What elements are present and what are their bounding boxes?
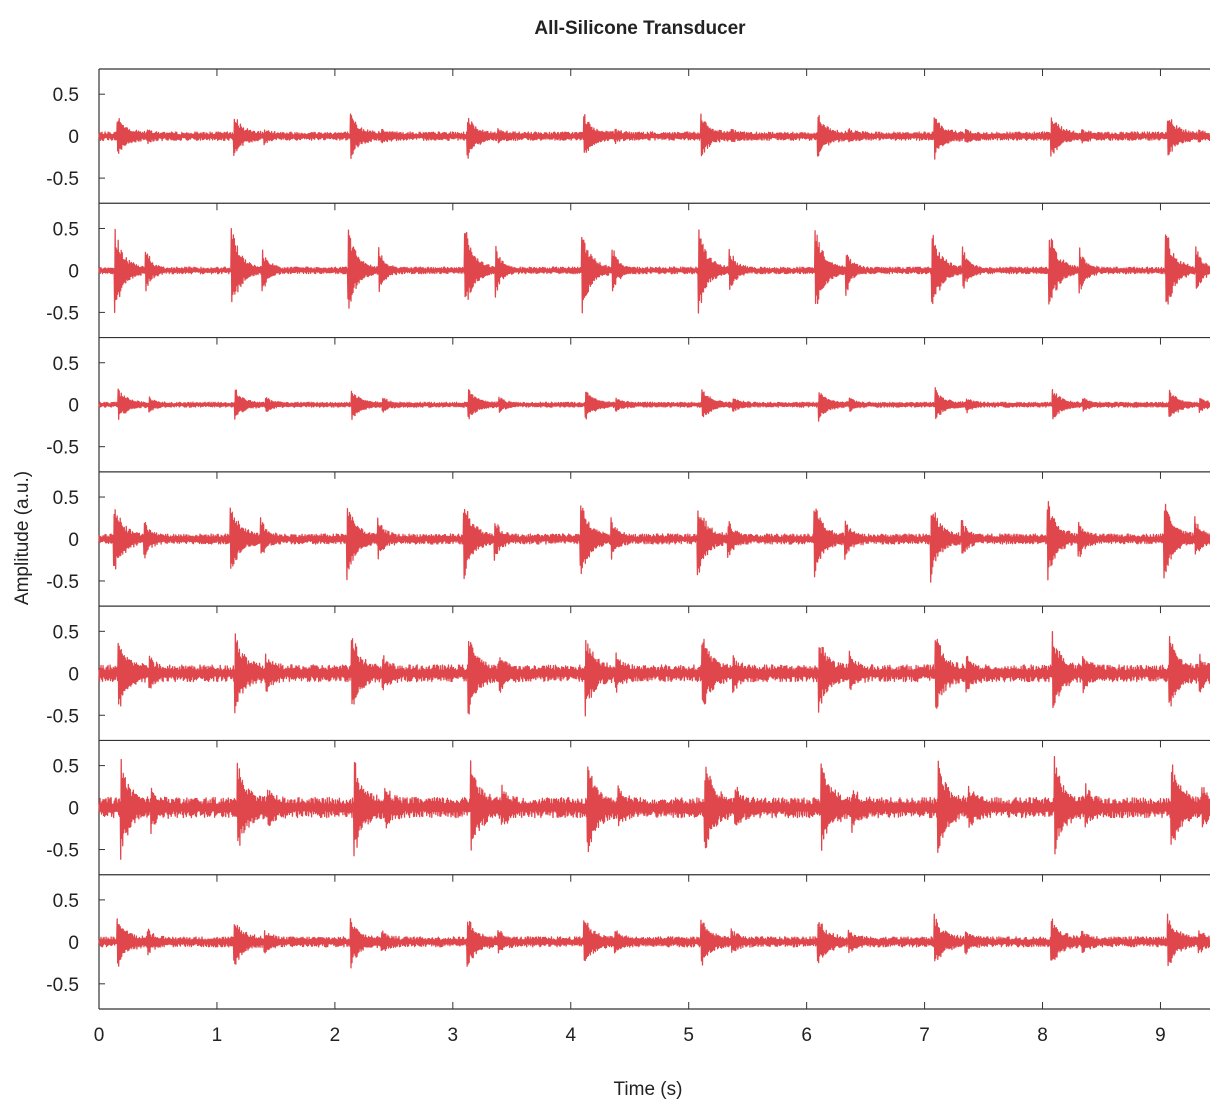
y-tick-label: 0 [68,933,79,954]
y-tick-label: 0 [68,799,79,820]
y-tick-label: -0.5 [46,841,79,862]
x-tick-label: 0 [94,1025,105,1046]
y-tick-label: -0.5 [46,572,79,593]
x-tick-label: 1 [212,1025,223,1046]
series-line [98,387,1210,422]
x-tick-label: 3 [448,1025,459,1046]
x-tick-label: 5 [683,1025,694,1046]
y-tick-label: 0.5 [53,891,79,912]
y-tick-label: 0.5 [53,488,79,509]
y-tick-label: 0 [68,530,79,551]
series-line [98,755,1210,860]
panel-2: 0.5 0 -0.5 [46,202,1210,338]
y-tick-label: 0.5 [53,354,79,375]
y-tick-label: 0 [68,127,79,148]
y-tick-label: -0.5 [46,975,79,996]
y-tick-label: 0.5 [53,219,79,240]
y-tick-label: 0 [68,261,79,282]
x-tick-label: 6 [801,1025,812,1046]
x-tick-label: 8 [1037,1025,1048,1046]
y-axis-label: Amplitude (a.u.) [12,471,33,605]
panel-4: 0.5 0 -0.5 [46,471,1210,607]
x-tick-label: 2 [330,1025,341,1046]
series-line [98,630,1210,717]
panel-7: 0.5 0 -0.5 [46,874,1210,1010]
chart-title: All-Silicone Transducer [534,18,746,39]
series-line [98,228,1210,314]
x-tick-label: 4 [565,1025,576,1046]
y-tick-label: 0.5 [53,622,79,643]
y-tick-label: 0.5 [53,85,79,106]
panel-5: 0.5 0 -0.5 [46,605,1210,741]
x-axis: 0 1 2 3 4 5 6 7 8 9 [94,1025,1166,1046]
series-line [98,500,1210,583]
y-tick-label: -0.5 [46,438,79,459]
x-axis-label: Time (s) [614,1079,683,1100]
series-line [98,113,1210,160]
panels: 0.5 0 -0.5 0.5 0 -0.5 0.5 0 -0.5 0.5 0 -0.5 0.5 0 -0.5… [46,68,1210,1010]
y-tick-label: 0 [68,664,79,685]
y-tick-label: -0.5 [46,169,79,190]
x-tick-label: 9 [1155,1025,1166,1046]
panel-3: 0.5 0 -0.5 [46,336,1210,472]
series-line [98,913,1210,969]
y-tick-label: -0.5 [46,303,79,324]
panel-1: 0.5 0 -0.5 [46,68,1210,204]
x-tick-label: 7 [919,1025,930,1046]
panel-6: 0.5 0 -0.5 [46,739,1210,875]
y-tick-label: -0.5 [46,706,79,727]
y-tick-label: 0 [68,396,79,417]
y-tick-label: 0.5 [53,757,79,778]
